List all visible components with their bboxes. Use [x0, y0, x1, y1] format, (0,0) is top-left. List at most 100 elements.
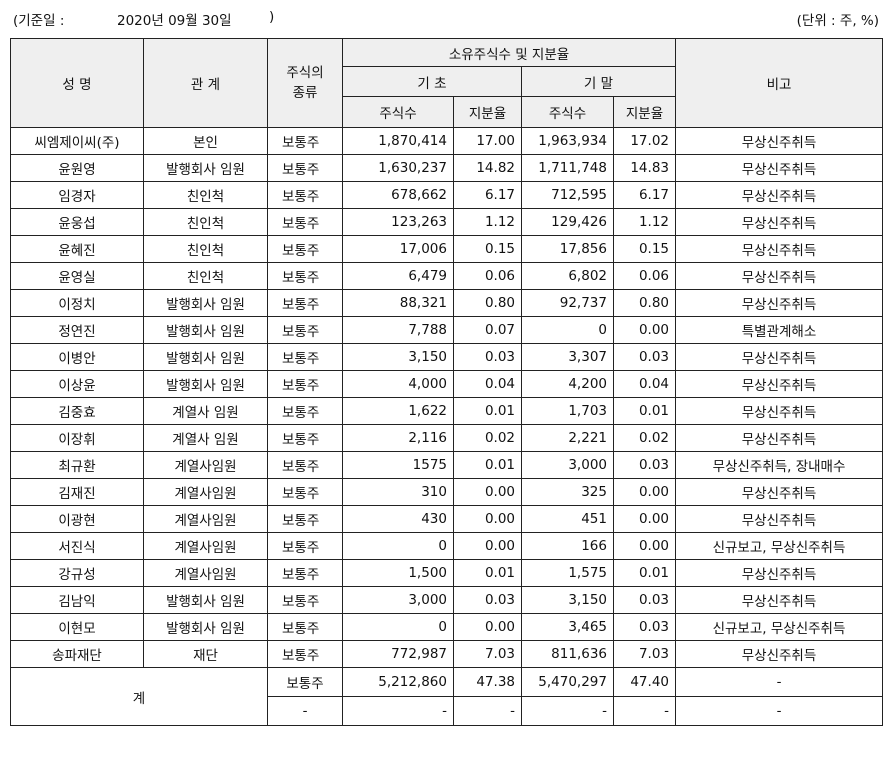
table-row: 최규환 계열사임원 보통주 1575 0.01 3,000 0.03 무상신주취득, 장내매수 — [10, 451, 883, 479]
table-row: 김재진 계열사임원 보통주 310 0.00 325 0.00 무상신주취득 — [10, 478, 883, 506]
cell-end-shares: 6,802 — [521, 262, 614, 290]
table-row: 이장휘 계열사 임원 보통주 2,116 0.02 2,221 0.02 무상신주취득 — [10, 424, 883, 452]
total-start-ratio: 47.38 — [453, 667, 522, 697]
header-period-start: 기 초 — [342, 66, 522, 97]
cell-start-ratio: 0.00 — [453, 532, 522, 560]
cell-end-ratio: 0.15 — [613, 235, 676, 263]
cell-relation: 친인척 — [143, 235, 268, 263]
cell-name: 이현모 — [10, 613, 144, 641]
table-body: 씨엠제이씨(주) 본인 보통주 1,870,414 17.00 1,963,934 17.0… — [10, 127, 883, 668]
cell-name: 송파재단 — [10, 640, 144, 668]
header-start-shares: 주식수 — [342, 96, 454, 128]
table-row: 윤영실 친인척 보통주 6,479 0.06 6,802 0.06 무상신주취득 — [10, 262, 883, 290]
cell-name: 이정치 — [10, 289, 144, 317]
cell-start-shares: 1,500 — [342, 559, 454, 587]
total-type: - — [267, 696, 343, 726]
cell-end-shares: 17,856 — [521, 235, 614, 263]
total-end-shares: - — [521, 696, 614, 726]
cell-remarks: 무상신주취득 — [675, 370, 883, 398]
cell-end-shares: 1,711,748 — [521, 154, 614, 182]
cell-relation: 발행회사 임원 — [143, 154, 268, 182]
cell-end-shares: 3,000 — [521, 451, 614, 479]
cell-remarks: 무상신주취득 — [675, 343, 883, 371]
cell-end-ratio: 0.03 — [613, 586, 676, 614]
cell-remarks: 무상신주취득 — [675, 424, 883, 452]
total-end-shares: 5,470,297 — [521, 667, 614, 697]
table-row: 이광현 계열사임원 보통주 430 0.00 451 0.00 무상신주취득 — [10, 505, 883, 533]
cell-name: 이상윤 — [10, 370, 144, 398]
cell-name: 윤원영 — [10, 154, 144, 182]
cell-end-ratio: 0.00 — [613, 478, 676, 506]
cell-start-shares: 1575 — [342, 451, 454, 479]
cell-start-shares: 310 — [342, 478, 454, 506]
total-end-ratio: 47.40 — [613, 667, 676, 697]
cell-relation: 계열사 임원 — [143, 424, 268, 452]
cell-start-ratio: 0.00 — [453, 613, 522, 641]
cell-end-shares: 4,200 — [521, 370, 614, 398]
table-row: 서진식 계열사임원 보통주 0 0.00 166 0.00 신규보고, 무상신주취득 — [10, 532, 883, 560]
cell-remarks: 무상신주취득 — [675, 127, 883, 155]
cell-stock-type: 보통주 — [267, 181, 343, 209]
cell-stock-type: 보통주 — [267, 397, 343, 425]
cell-remarks: 신규보고, 무상신주취득 — [675, 532, 883, 560]
cell-start-ratio: 0.01 — [453, 451, 522, 479]
cell-stock-type: 보통주 — [267, 343, 343, 371]
header-end-shares: 주식수 — [521, 96, 614, 128]
cell-relation: 계열사임원 — [143, 559, 268, 587]
cell-relation: 발행회사 임원 — [143, 613, 268, 641]
cell-stock-type: 보통주 — [267, 613, 343, 641]
cell-end-ratio: 0.00 — [613, 316, 676, 344]
cell-stock-type: 보통주 — [267, 451, 343, 479]
cell-end-ratio: 0.04 — [613, 370, 676, 398]
cell-start-ratio: 1.12 — [453, 208, 522, 236]
cell-start-shares: 678,662 — [342, 181, 454, 209]
table-total: 계 보통주 5,212,860 47.38 5,470,297 47.40 - … — [10, 667, 883, 726]
cell-relation: 계열사임원 — [143, 532, 268, 560]
cell-start-shares: 772,987 — [342, 640, 454, 668]
cell-name: 윤웅섭 — [10, 208, 144, 236]
cell-name: 정연진 — [10, 316, 144, 344]
table-row: 윤혜진 친인척 보통주 17,006 0.15 17,856 0.15 무상신주취득 — [10, 235, 883, 263]
cell-remarks: 특별관계해소 — [675, 316, 883, 344]
table-row: 임경자 친인척 보통주 678,662 6.17 712,595 6.17 무상신주취득 — [10, 181, 883, 209]
cell-end-shares: 129,426 — [521, 208, 614, 236]
unit-label: (단위 : 주, %) — [796, 13, 879, 29]
base-date: (기준일 : 2020년 09월 30일 ) — [13, 9, 274, 29]
cell-start-shares: 1,870,414 — [342, 127, 454, 155]
table-row: 이정치 발행회사 임원 보통주 88,321 0.80 92,737 0.80 무상신주취득 — [10, 289, 883, 317]
cell-relation: 발행회사 임원 — [143, 316, 268, 344]
cell-end-shares: 1,703 — [521, 397, 614, 425]
cell-end-shares: 3,307 — [521, 343, 614, 371]
cell-stock-type: 보통주 — [267, 478, 343, 506]
cell-stock-type: 보통주 — [267, 127, 343, 155]
cell-remarks: 무상신주취득 — [675, 235, 883, 263]
cell-remarks: 무상신주취득 — [675, 478, 883, 506]
header-stock-type-text: 주식의 종류 — [286, 64, 324, 101]
cell-end-shares: 1,575 — [521, 559, 614, 587]
cell-relation: 계열사임원 — [143, 505, 268, 533]
cell-start-ratio: 0.02 — [453, 424, 522, 452]
cell-stock-type: 보통주 — [267, 289, 343, 317]
cell-start-ratio: 0.01 — [453, 397, 522, 425]
cell-end-ratio: 0.03 — [613, 613, 676, 641]
cell-name: 김재진 — [10, 478, 144, 506]
cell-stock-type: 보통주 — [267, 370, 343, 398]
cell-start-ratio: 0.07 — [453, 316, 522, 344]
cell-start-ratio: 0.80 — [453, 289, 522, 317]
header-stock-type: 주식의 종류 — [267, 38, 343, 128]
table-row: 이현모 발행회사 임원 보통주 0 0.00 3,465 0.03 신규보고, 무상신주취득 — [10, 613, 883, 641]
cell-end-ratio: 14.83 — [613, 154, 676, 182]
cell-relation: 친인척 — [143, 262, 268, 290]
header-period-end: 기 말 — [521, 66, 676, 97]
table-row: 이상윤 발행회사 임원 보통주 4,000 0.04 4,200 0.04 무상신주취득 — [10, 370, 883, 398]
cell-stock-type: 보통주 — [267, 505, 343, 533]
cell-remarks: 무상신주취득, 장내매수 — [675, 451, 883, 479]
cell-start-shares: 123,263 — [342, 208, 454, 236]
cell-start-ratio: 0.03 — [453, 586, 522, 614]
cell-stock-type: 보통주 — [267, 262, 343, 290]
cell-relation: 계열사임원 — [143, 478, 268, 506]
cell-start-ratio: 6.17 — [453, 181, 522, 209]
cell-remarks: 무상신주취득 — [675, 505, 883, 533]
total-remarks: - — [675, 667, 883, 697]
cell-remarks: 무상신주취득 — [675, 640, 883, 668]
